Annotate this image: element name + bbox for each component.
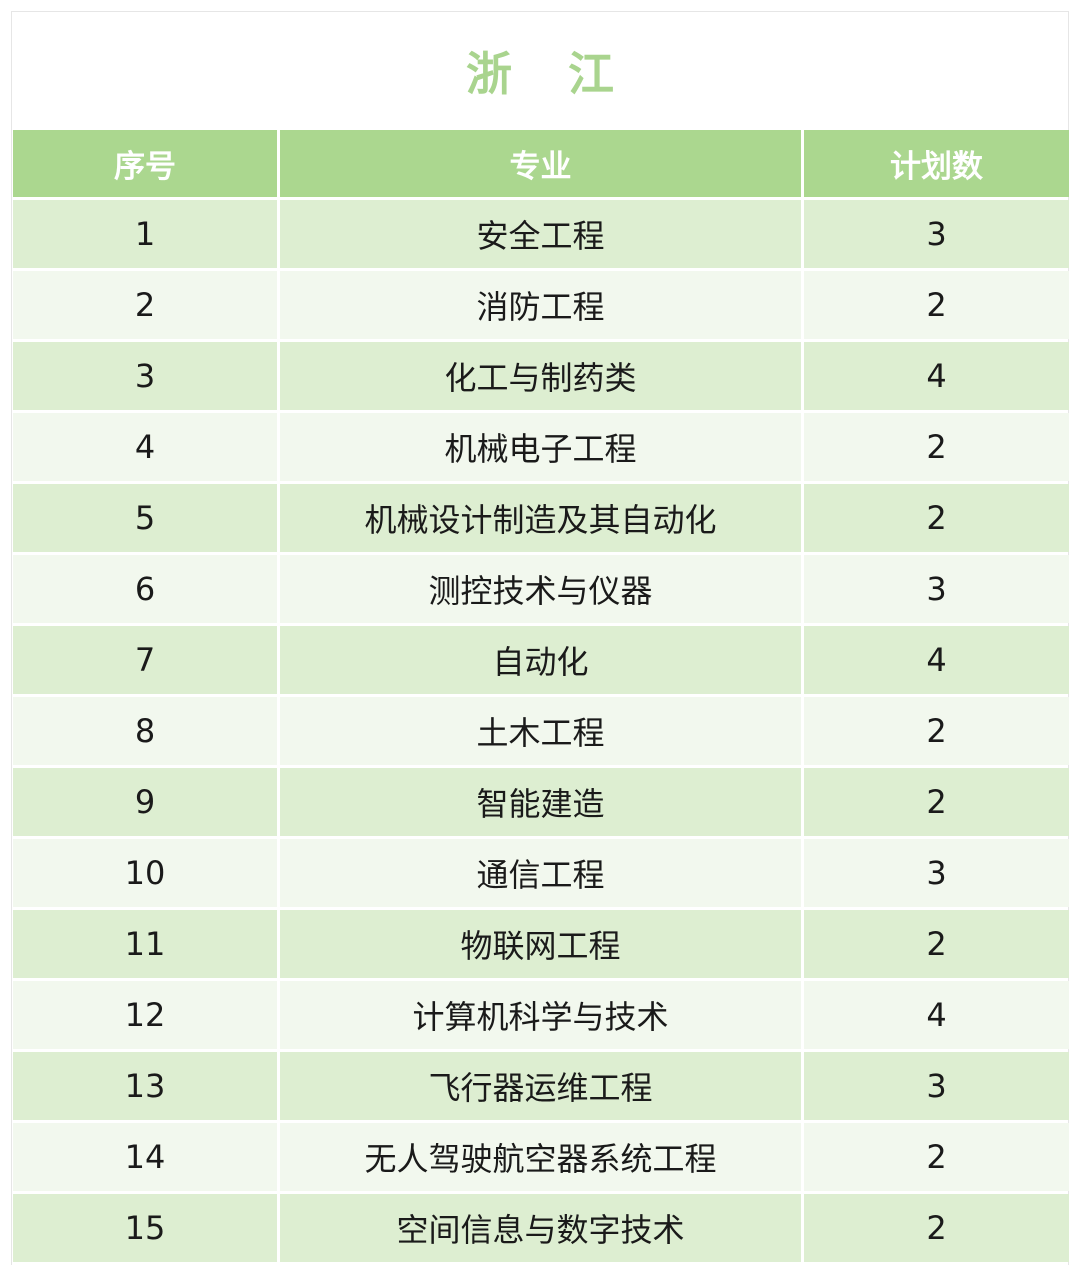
table-row: 1 安全工程 3 — [13, 200, 1069, 268]
cell-plan-count: 2 — [804, 768, 1069, 836]
cell-major: 空间信息与数字技术 — [280, 1194, 801, 1262]
cell-serial: 10 — [13, 839, 277, 907]
cell-major: 通信工程 — [280, 839, 801, 907]
table-row: 3 化工与制药类 4 — [13, 342, 1069, 410]
cell-plan-count: 4 — [804, 626, 1069, 694]
table-title: 浙 江 — [12, 12, 1068, 130]
cell-major: 机械设计制造及其自动化 — [280, 484, 801, 552]
cell-plan-count: 2 — [804, 910, 1069, 978]
cell-serial: 7 — [13, 626, 277, 694]
table-row: 13 飞行器运维工程 3 — [13, 1052, 1069, 1120]
cell-serial: 2 — [13, 271, 277, 339]
cell-major: 化工与制药类 — [280, 342, 801, 410]
cell-serial: 5 — [13, 484, 277, 552]
cell-major: 物联网工程 — [280, 910, 801, 978]
cell-major: 土木工程 — [280, 697, 801, 765]
cell-major: 计算机科学与技术 — [280, 981, 801, 1049]
cell-major: 自动化 — [280, 626, 801, 694]
cell-plan-count: 4 — [804, 342, 1069, 410]
header-major: 专业 — [280, 130, 801, 197]
cell-plan-count: 4 — [804, 981, 1069, 1049]
cell-serial: 8 — [13, 697, 277, 765]
header-serial: 序号 — [13, 130, 277, 197]
cell-serial: 1 — [13, 200, 277, 268]
cell-plan-count: 3 — [804, 839, 1069, 907]
cell-major: 测控技术与仪器 — [280, 555, 801, 623]
cell-serial: 15 — [13, 1194, 277, 1262]
table-row: 11 物联网工程 2 — [13, 910, 1069, 978]
header-row: 序号 专业 计划数 — [13, 130, 1069, 197]
cell-major: 机械电子工程 — [280, 413, 801, 481]
enrollment-plan-table: 浙 江 序号 专业 计划数 1 安全工程 3 2 消防工程 2 3 化工与制药类 4 4 机械电子工… — [11, 11, 1069, 1265]
cell-serial: 9 — [13, 768, 277, 836]
table-row: 2 消防工程 2 — [13, 271, 1069, 339]
cell-plan-count: 3 — [804, 1052, 1069, 1120]
plan-table: 序号 专业 计划数 1 安全工程 3 2 消防工程 2 3 化工与制药类 4 4 机械电子工程 2 5 机… — [10, 127, 1072, 1265]
cell-major: 飞行器运维工程 — [280, 1052, 801, 1120]
cell-major: 安全工程 — [280, 200, 801, 268]
cell-major: 消防工程 — [280, 271, 801, 339]
cell-plan-count: 2 — [804, 413, 1069, 481]
cell-serial: 4 — [13, 413, 277, 481]
cell-major: 智能建造 — [280, 768, 801, 836]
cell-serial: 14 — [13, 1123, 277, 1191]
cell-plan-count: 2 — [804, 1123, 1069, 1191]
header-plan-count: 计划数 — [804, 130, 1069, 197]
table-row: 15 空间信息与数字技术 2 — [13, 1194, 1069, 1262]
cell-plan-count: 3 — [804, 555, 1069, 623]
table-row: 4 机械电子工程 2 — [13, 413, 1069, 481]
cell-serial: 6 — [13, 555, 277, 623]
table-row: 14 无人驾驶航空器系统工程 2 — [13, 1123, 1069, 1191]
table-row: 8 土木工程 2 — [13, 697, 1069, 765]
table-body: 1 安全工程 3 2 消防工程 2 3 化工与制药类 4 4 机械电子工程 2 5 机械设计制造及其自动化… — [13, 200, 1069, 1262]
cell-major: 无人驾驶航空器系统工程 — [280, 1123, 801, 1191]
table-row: 10 通信工程 3 — [13, 839, 1069, 907]
cell-plan-count: 2 — [804, 697, 1069, 765]
cell-plan-count: 2 — [804, 271, 1069, 339]
table-row: 7 自动化 4 — [13, 626, 1069, 694]
cell-serial: 11 — [13, 910, 277, 978]
table-row: 12 计算机科学与技术 4 — [13, 981, 1069, 1049]
cell-serial: 13 — [13, 1052, 277, 1120]
cell-plan-count: 3 — [804, 200, 1069, 268]
table-row: 9 智能建造 2 — [13, 768, 1069, 836]
table-row: 5 机械设计制造及其自动化 2 — [13, 484, 1069, 552]
table-row: 6 测控技术与仪器 3 — [13, 555, 1069, 623]
cell-plan-count: 2 — [804, 484, 1069, 552]
cell-serial: 12 — [13, 981, 277, 1049]
cell-plan-count: 2 — [804, 1194, 1069, 1262]
cell-serial: 3 — [13, 342, 277, 410]
